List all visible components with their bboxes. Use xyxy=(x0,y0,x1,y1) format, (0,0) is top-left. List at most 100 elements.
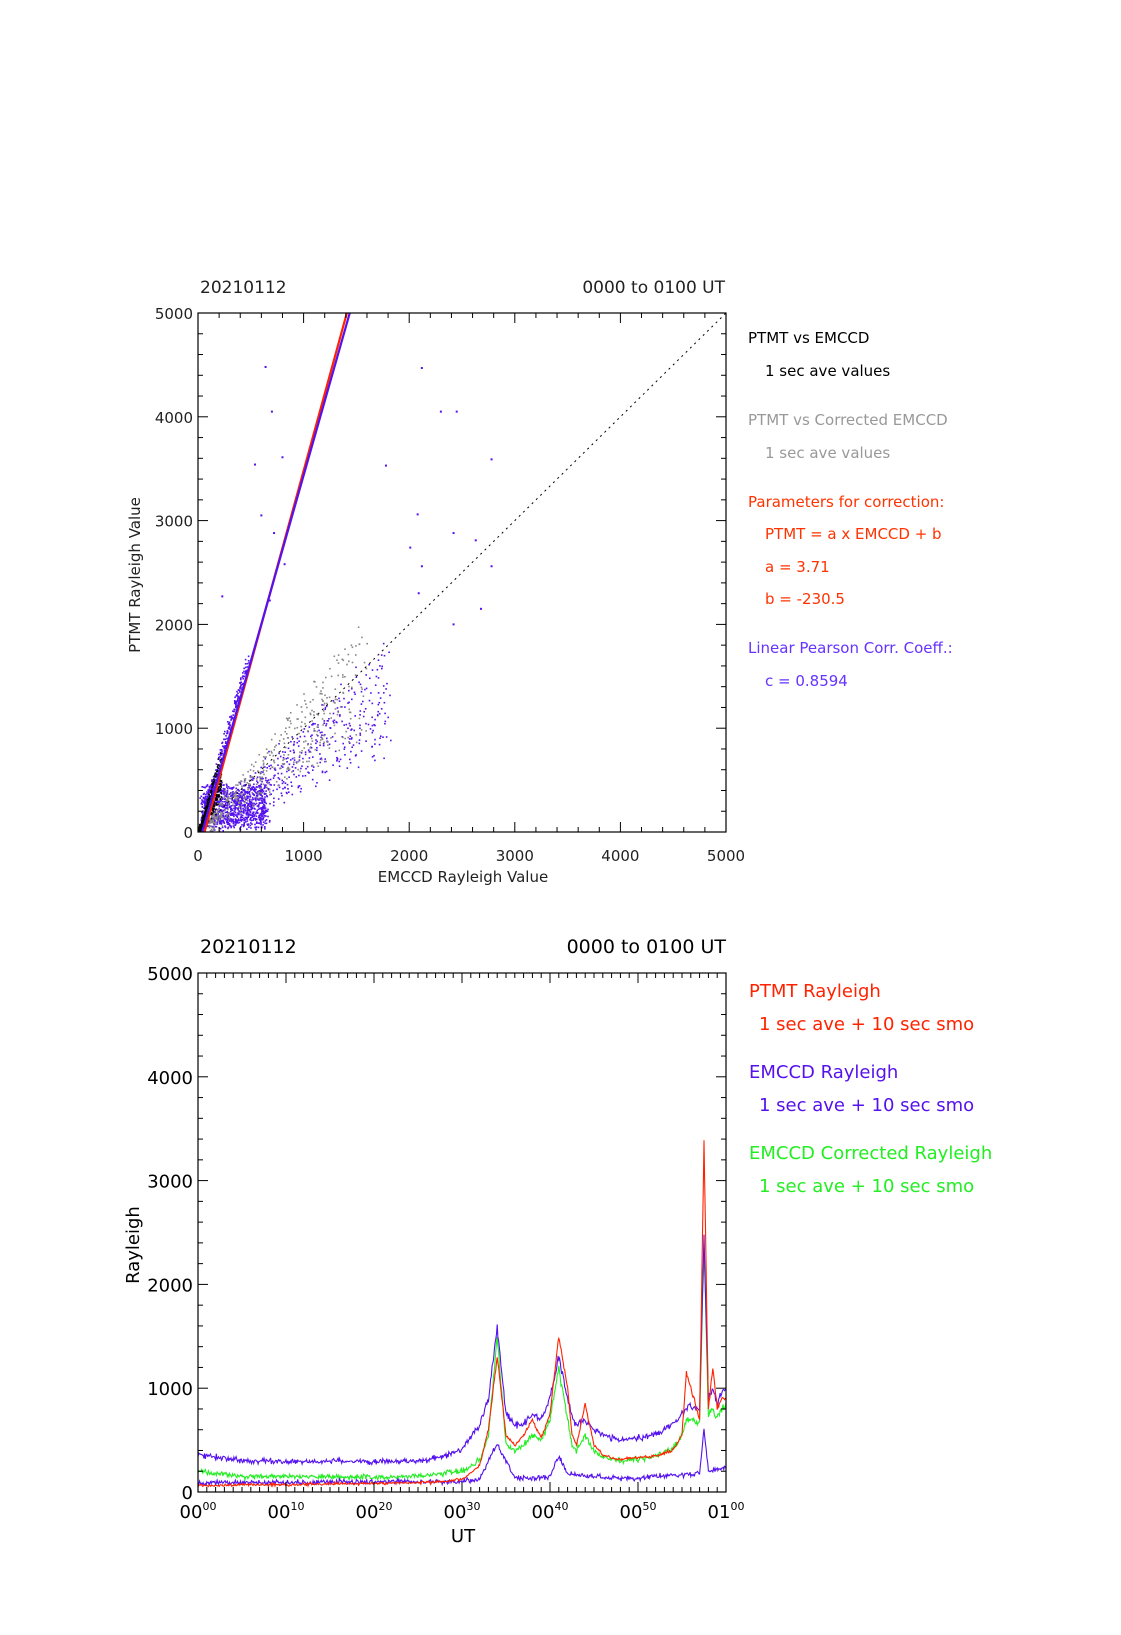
scatter-point-ptmt xyxy=(215,796,218,798)
scatter-point-emccd xyxy=(351,737,353,739)
scatter-point-emccd xyxy=(267,789,270,791)
scatter-point-emccd xyxy=(259,819,262,822)
scatter-point-emccd xyxy=(231,797,233,799)
scatter-point-emccd xyxy=(258,786,260,788)
scatter-point-emccd xyxy=(302,731,305,733)
scatter-legend: PTMT vs EMCCD 1 sec ave values PTMT vs Cor… xyxy=(748,329,953,690)
scatter-point-emccd xyxy=(244,816,247,819)
scatter-point-emccd xyxy=(290,740,292,743)
scatter-point-corrected xyxy=(280,734,282,736)
scatter-point-corrected xyxy=(245,807,247,809)
scatter-point-corrected xyxy=(345,730,347,733)
scatter-point-corrected xyxy=(224,792,227,794)
scatter-point-emccd xyxy=(222,800,224,803)
scatter-point-emccd xyxy=(206,793,208,795)
scatter-point-corrected xyxy=(234,797,236,799)
scatter-point-emccd xyxy=(221,819,223,822)
scatter-point-emccd xyxy=(241,676,244,678)
scatter-point-corrected xyxy=(322,700,324,702)
scatter-point-corrected xyxy=(283,758,285,760)
scatter-point-emccd xyxy=(235,823,237,825)
scatter-point-emccd xyxy=(236,804,238,806)
scatter-point-emccd xyxy=(240,792,242,794)
scatter-point-corrected xyxy=(277,784,279,787)
scatter-point-emccd xyxy=(303,735,306,738)
scatter-point-emccd xyxy=(319,758,322,760)
scatter-point-emccd xyxy=(273,797,275,800)
scatter-point-emccd xyxy=(242,677,244,680)
scatter-point-emccd xyxy=(248,800,251,803)
scatter-point-ptmt xyxy=(218,793,220,796)
scatter-point-corrected xyxy=(336,659,338,661)
scatter-point-corrected xyxy=(293,761,295,763)
scatter-point-emccd xyxy=(266,795,268,797)
scatter-point-corrected xyxy=(329,667,331,670)
scatter-point-emccd xyxy=(247,795,250,798)
scatter-point-emccd xyxy=(262,818,265,820)
scatter-point-emccd xyxy=(354,715,356,717)
scatter-point-emccd xyxy=(239,783,242,785)
scatter-point-corrected xyxy=(269,754,271,756)
scatter-point-emccd xyxy=(246,820,249,822)
scatter-point-emccd xyxy=(316,782,318,784)
scatter-point-emccd xyxy=(229,820,231,822)
scatter-point-emccd xyxy=(288,791,290,793)
scatter-point-corrected xyxy=(300,725,302,728)
scatter-point-emccd xyxy=(236,801,239,803)
scatter-point-corrected xyxy=(265,748,268,750)
scatter-point-emccd xyxy=(216,800,219,803)
scatter-point-corrected xyxy=(227,803,230,806)
scatter-point-emccd xyxy=(240,683,242,686)
scatter-point-emccd xyxy=(255,791,257,794)
scatter-point-emccd xyxy=(248,826,250,828)
scatter-point-ptmt xyxy=(217,795,219,798)
scatter-point-emccd xyxy=(385,688,387,690)
scatter-point-ptmt xyxy=(206,804,208,807)
scatter-point-corrected xyxy=(290,722,292,725)
scatter-point-emccd xyxy=(285,791,288,794)
scatter-point-emccd xyxy=(222,812,225,815)
scatter-point-corrected xyxy=(216,812,219,815)
scatter-point-corrected xyxy=(210,820,212,822)
scatter-point-emccd xyxy=(265,819,268,821)
scatter-point-emccd xyxy=(336,707,339,709)
scatter-point-emccd xyxy=(221,781,223,784)
scatter-point-corrected xyxy=(217,820,220,822)
scatter-point-emccd xyxy=(214,776,216,778)
scatter-point-corrected xyxy=(288,726,291,729)
scatter-point-corrected xyxy=(257,793,260,795)
scatter-point-emccd xyxy=(208,789,211,791)
scatter-point-ptmt xyxy=(206,806,208,808)
scatter-point-ptmt xyxy=(204,813,207,816)
scatter-point-corrected xyxy=(309,713,312,716)
scatter-point-emccd xyxy=(258,799,260,801)
scatter-point-corrected xyxy=(217,815,219,817)
scatter-point-emccd xyxy=(263,792,266,795)
scatter-point-ptmt xyxy=(201,816,203,819)
scatter-point-ptmt xyxy=(207,801,210,803)
scatter-point-corrected xyxy=(248,787,250,790)
legend-entry: Parameters for correction: xyxy=(748,493,944,511)
scatter-point-emccd xyxy=(254,819,257,821)
scatter-point-emccd xyxy=(277,772,279,775)
scatter-point-corrected xyxy=(243,792,245,795)
x-tick-label: 0100 xyxy=(708,1500,745,1523)
scatter-point-corrected xyxy=(212,829,215,831)
scatter-point-emccd xyxy=(268,821,271,823)
scatter-point-emccd xyxy=(211,830,214,832)
scatter-point-corrected xyxy=(299,751,301,753)
scatter-point-corrected xyxy=(301,711,303,713)
scatter-point-emccd xyxy=(251,813,254,815)
scatter-point-outlier xyxy=(480,607,483,610)
scatter-point-corrected xyxy=(273,761,276,764)
scatter-point-emccd xyxy=(308,772,310,774)
scatter-point-emccd xyxy=(256,818,258,821)
scatter-point-emccd xyxy=(234,806,236,809)
scatter-point-emccd xyxy=(336,760,338,762)
scatter-point-emccd xyxy=(258,822,261,825)
scatter-point-ptmt xyxy=(217,791,219,793)
scatter-point-emccd xyxy=(252,817,255,820)
scatter-point-corrected xyxy=(305,703,307,705)
scatter-point-emccd xyxy=(237,789,239,791)
scatter-point-emccd xyxy=(284,787,286,789)
